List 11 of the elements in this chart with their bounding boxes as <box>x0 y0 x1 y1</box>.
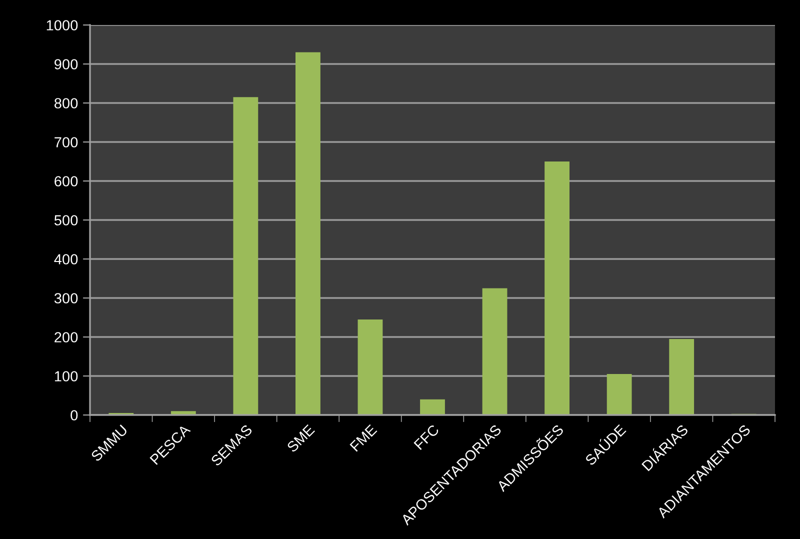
y-tick-label: 600 <box>54 176 78 186</box>
y-tick-label: 400 <box>54 254 78 264</box>
y-tick-label: 500 <box>54 215 78 226</box>
y-tick-label: 700 <box>54 137 78 148</box>
y-tick-label: 900 <box>54 59 78 70</box>
y-tick-label: 0 <box>70 410 78 420</box>
y-tick-label: 300 <box>54 293 78 304</box>
y-tick-label: 1000 <box>46 20 78 30</box>
y-tick-label: 800 <box>54 98 78 108</box>
y-tick-label: 100 <box>54 371 78 382</box>
y-tick-label: 200 <box>54 332 78 342</box>
